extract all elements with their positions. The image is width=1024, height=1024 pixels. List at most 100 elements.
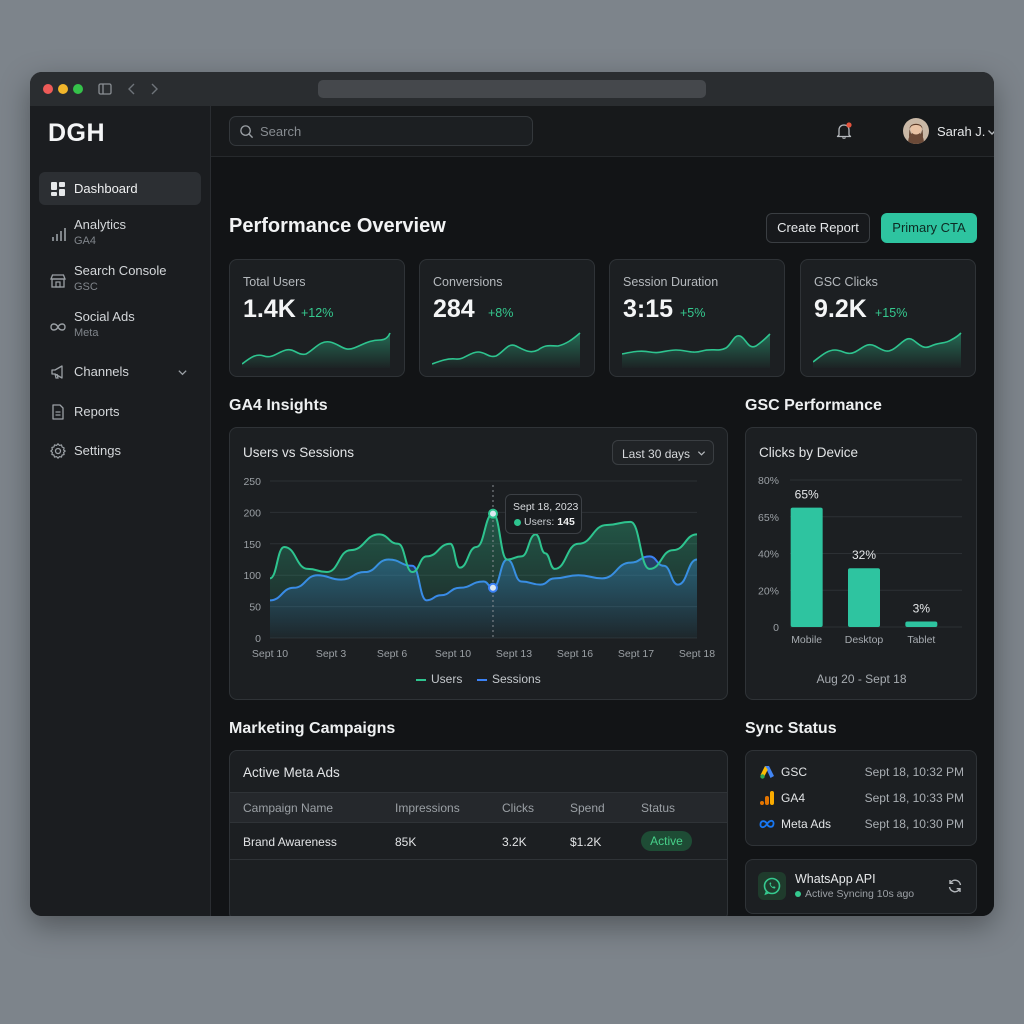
main-content: Sarah J. Performance Overview Create Rep… xyxy=(211,106,994,916)
users-sessions-line-chart: 0 50 100 150 200 250 Sept 10 Sept 3 Sept 6 Sept 1… xyxy=(243,476,715,660)
grid-icon xyxy=(51,182,65,196)
sidebar: DGH Dashboard Analytics GA4 Search Conso… xyxy=(30,106,211,916)
sidebar-item-label: Dashboard xyxy=(74,181,138,196)
search-box[interactable] xyxy=(229,116,533,146)
document-icon xyxy=(52,404,64,420)
sync-row-meta-ads[interactable]: Meta Ads Sept 18, 10:30 PM xyxy=(746,814,977,834)
chart-tooltip: Sept 18, 2023 Users: 145 xyxy=(505,494,582,534)
back-arrow-icon[interactable] xyxy=(124,81,140,97)
sparkline xyxy=(432,332,581,368)
table-row[interactable]: Brand Awareness 85K 3.2K $1.2K Active xyxy=(230,823,727,860)
status-dot xyxy=(795,891,801,897)
x-tick-label: Sept 16 xyxy=(557,648,593,660)
store-icon xyxy=(50,274,66,288)
y-tick-label: 65% xyxy=(758,512,779,524)
x-tick-label: Sept 10 xyxy=(435,648,471,660)
close-window-button[interactable] xyxy=(43,84,53,94)
sidebar-item-label: Settings xyxy=(74,443,121,458)
legend-label-sessions: Sessions xyxy=(492,672,541,686)
kpi-delta: +12% xyxy=(301,306,334,320)
sync-source-name: GA4 xyxy=(781,791,806,805)
sidebar-item-label: Analytics xyxy=(74,217,127,232)
sparkline xyxy=(242,332,391,368)
google-ads-icon xyxy=(760,766,774,779)
user-name[interactable]: Sarah J. xyxy=(937,124,986,139)
sidebar-item-channels[interactable]: Channels xyxy=(39,356,201,388)
legend-label-users: Users xyxy=(431,672,463,686)
x-tick-label: Sept 13 xyxy=(496,648,532,660)
clicks-by-device-bar-chart: 0 20% 40% 65% 80% 65% Mobile 32% Desktop 3% Tablet xyxy=(758,475,962,646)
notification-bell-icon[interactable] xyxy=(835,122,853,140)
sidebar-item-social-ads[interactable]: Social Ads Meta xyxy=(39,306,201,346)
sparkline xyxy=(813,332,962,368)
sync-row-gsc[interactable]: GSC Sept 18, 10:32 PM xyxy=(746,762,977,782)
meta-infinity-icon xyxy=(50,323,66,331)
kpi-delta: +15% xyxy=(875,306,908,320)
x-tick-label: Tablet xyxy=(907,634,935,646)
sparkline xyxy=(622,333,771,368)
app-window: DGH Dashboard Analytics GA4 Search Conso… xyxy=(30,72,994,916)
sidebar-item-settings[interactable]: Settings xyxy=(39,435,201,467)
series-area-users xyxy=(270,513,697,638)
sync-source-name: Meta Ads xyxy=(781,817,832,831)
chevron-down-icon[interactable] xyxy=(986,126,994,138)
sync-timestamp: Sept 18, 10:30 PM xyxy=(864,817,964,831)
forward-arrow-icon[interactable] xyxy=(146,81,162,97)
refresh-icon[interactable] xyxy=(947,878,963,894)
ga4-icon xyxy=(760,791,774,805)
tooltip-value: Users: 145 xyxy=(524,516,575,528)
kpi-card-gsc-clicks[interactable]: GSC Clicks 9.2K +15% xyxy=(800,259,976,377)
section-title-gsc: GSC Performance xyxy=(745,397,882,414)
chart-title: Users vs Sessions xyxy=(243,445,355,460)
whatsapp-icon xyxy=(758,872,786,900)
create-report-button[interactable]: Create Report xyxy=(766,213,870,243)
clicks-cell: 3.2K xyxy=(502,835,527,849)
kpi-value: 9.2K xyxy=(814,295,867,323)
x-tick-label: Sept 3 xyxy=(316,648,347,660)
table-title: Active Meta Ads xyxy=(243,765,340,780)
y-tick-label: 80% xyxy=(758,475,779,487)
primary-cta-button[interactable]: Primary CTA xyxy=(881,213,977,243)
sidebar-item-search-console[interactable]: Search Console GSC xyxy=(39,260,201,300)
series-line-users xyxy=(269,512,698,580)
column-header[interactable]: Spend xyxy=(570,801,605,815)
kpi-label: Conversions xyxy=(433,275,503,289)
sidebar-item-dashboard[interactable]: Dashboard xyxy=(39,172,201,205)
search-input[interactable] xyxy=(260,123,520,140)
kpi-card-total-users[interactable]: Total Users 1.4K +12% xyxy=(229,259,405,377)
date-range-dropdown[interactable]: Last 30 days xyxy=(612,440,714,465)
bar-value-label: 32% xyxy=(852,548,876,562)
page-title: Performance Overview xyxy=(229,215,446,237)
bar-value-label: 3% xyxy=(913,601,931,615)
active-meta-ads-card: Active Meta Ads Campaign Name Impression… xyxy=(229,750,728,916)
sync-row-ga4[interactable]: GA4 Sept 18, 10:33 PM xyxy=(746,788,977,808)
x-tick-label: Mobile xyxy=(791,634,822,646)
address-bar[interactable] xyxy=(318,80,706,98)
legend-swatch-users xyxy=(416,679,426,681)
kpi-card-conversions[interactable]: Conversions 284 +8% xyxy=(419,259,595,377)
sidebar-item-analytics[interactable]: Analytics GA4 xyxy=(39,214,201,254)
megaphone-icon xyxy=(51,365,63,379)
kpi-card-session-duration[interactable]: Session Duration 3:15 +5% xyxy=(609,259,785,377)
column-header[interactable]: Campaign Name xyxy=(243,801,334,815)
minimize-window-button[interactable] xyxy=(58,84,68,94)
column-header[interactable]: Status xyxy=(641,801,676,815)
sidebar-item-sublabel: Meta xyxy=(74,327,99,339)
maximize-window-button[interactable] xyxy=(73,84,83,94)
search-icon xyxy=(240,125,254,139)
column-header[interactable]: Clicks xyxy=(502,801,534,815)
y-tick-label: 250 xyxy=(243,476,261,488)
tooltip-date: Sept 18, 2023 xyxy=(513,501,579,513)
column-header[interactable]: Impressions xyxy=(395,801,460,815)
hover-point-users xyxy=(487,508,498,519)
title-bar xyxy=(30,72,994,106)
avatar[interactable] xyxy=(903,118,929,144)
sidebar-toggle-icon[interactable] xyxy=(97,81,113,97)
chevron-down-icon[interactable] xyxy=(177,367,188,378)
bar-desktop xyxy=(848,568,880,627)
date-range-label: Last 30 days xyxy=(622,447,691,461)
kpi-delta: +8% xyxy=(488,306,514,320)
sidebar-item-reports[interactable]: Reports xyxy=(39,396,201,428)
y-tick-label: 0 xyxy=(773,622,779,634)
y-tick-label: 0 xyxy=(255,633,261,645)
